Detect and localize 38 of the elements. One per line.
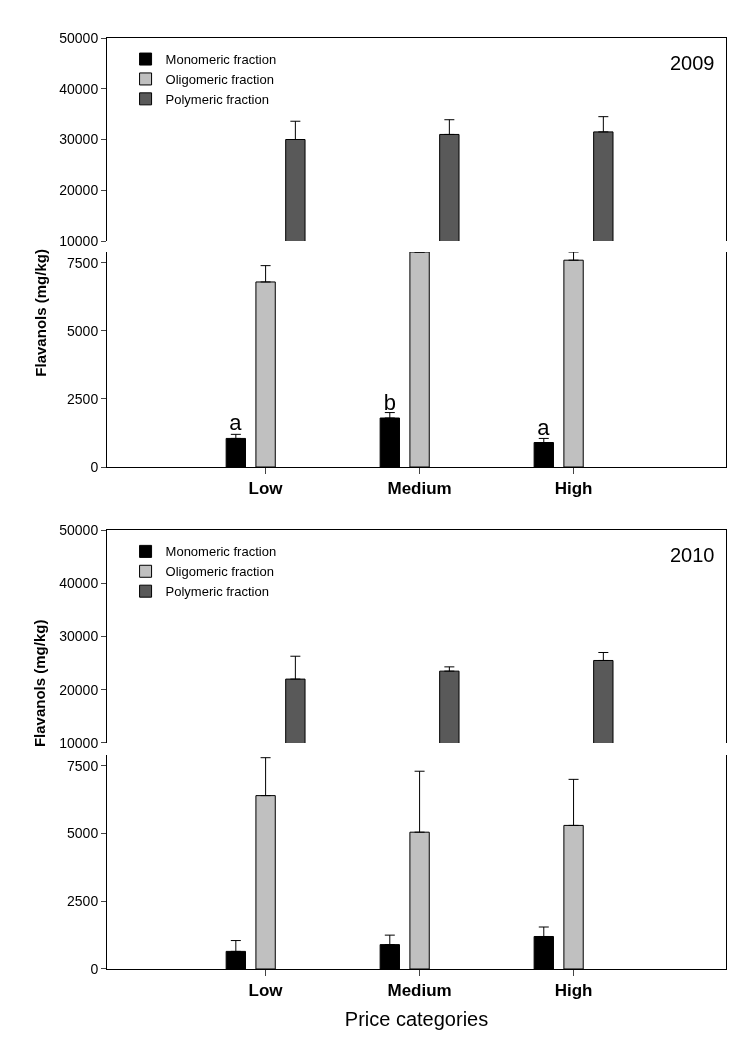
y-tick-label: 5000	[67, 825, 99, 842]
data-label: a	[537, 414, 551, 440]
legend-label: Monomeric fraction	[165, 52, 277, 68]
data-label: a	[229, 410, 243, 436]
x-tick-label: Low	[248, 479, 284, 499]
y-tick-label: 2500	[67, 893, 99, 910]
y-tick-label: 20000	[59, 182, 99, 199]
y-tick-label: 40000	[59, 575, 99, 592]
y-tick-label: 40000	[59, 80, 99, 97]
x-tick-label: High	[554, 479, 593, 499]
legend-label: Oligomeric fraction	[165, 564, 274, 580]
y-axis-title: Flavanols (mg/kg)	[31, 619, 49, 748]
y-tick-label: 10000	[59, 734, 99, 751]
data-label: b	[383, 390, 396, 416]
x-tick-label: Medium	[387, 479, 452, 499]
y-tick-label: 0	[90, 960, 99, 977]
legend-label: Polymeric fraction	[165, 584, 269, 600]
y-axis-title: Flavanols (mg/kg)	[31, 249, 49, 377]
y-tick-label: 50000	[59, 29, 99, 46]
x-tick-label: Low	[248, 981, 284, 1001]
y-tick-label: 30000	[59, 628, 99, 645]
y-tick-label: 2500	[67, 390, 99, 407]
x-tick-label: Medium	[387, 981, 452, 1001]
x-tick-label: High	[554, 981, 593, 1001]
y-tick-label: 10000	[59, 232, 99, 249]
y-tick-label: 0	[90, 458, 99, 475]
y-tick-label: 20000	[59, 681, 99, 698]
y-tick-label: 7500	[67, 254, 99, 271]
legend-label: Monomeric fraction	[165, 544, 277, 560]
legend-label: Oligomeric fraction	[165, 72, 274, 88]
y-tick-label: 5000	[67, 322, 99, 339]
x-axis-title: Price categories	[344, 1007, 489, 1030]
y-tick-label: 30000	[59, 131, 99, 148]
legend-label: Polymeric fraction	[165, 91, 269, 107]
annotation: 2009	[670, 52, 715, 74]
annotation: 2010	[670, 544, 715, 566]
y-tick-label: 50000	[59, 521, 99, 538]
y-tick-label: 7500	[67, 757, 99, 774]
